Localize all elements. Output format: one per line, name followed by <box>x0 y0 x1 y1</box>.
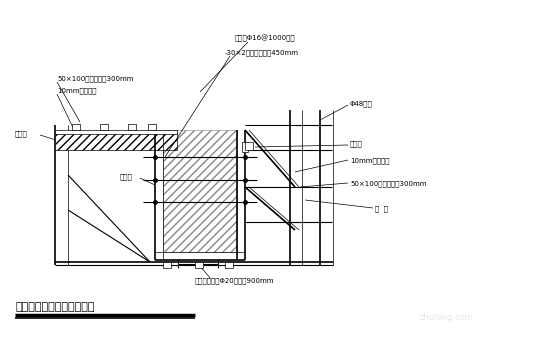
Bar <box>225 262 233 268</box>
Bar <box>242 142 248 152</box>
Bar <box>163 262 171 268</box>
Text: 10mm厚复合板: 10mm厚复合板 <box>350 157 390 163</box>
Text: zhulong.com: zhulong.com <box>420 313 474 322</box>
Text: 阴角模: 阴角模 <box>350 140 363 147</box>
Text: 10mm厚复合板: 10mm厚复合板 <box>57 87 96 93</box>
Bar <box>128 124 136 130</box>
Bar <box>55 132 177 150</box>
Bar <box>195 262 203 268</box>
Bar <box>148 124 156 130</box>
Text: 梁内撑Φ16@1000钢筋: 梁内撑Φ16@1000钢筋 <box>235 34 296 42</box>
Bar <box>100 124 108 130</box>
Text: Φ48钢管: Φ48钢管 <box>350 100 373 107</box>
Text: 50×100木枋，间距300mm: 50×100木枋，间距300mm <box>57 75 133 82</box>
Bar <box>72 124 80 130</box>
Bar <box>55 130 177 134</box>
Text: 现浇板: 现浇板 <box>15 130 28 136</box>
Bar <box>245 142 253 150</box>
Text: 框架梁、现浇板模板支撑图: 框架梁、现浇板模板支撑图 <box>15 302 95 312</box>
Bar <box>163 130 237 252</box>
Text: -30×2对拉扁铁间距450mm: -30×2对拉扁铁间距450mm <box>225 49 299 56</box>
Text: 斜  撑: 斜 撑 <box>375 205 388 212</box>
Text: 框架梁: 框架梁 <box>120 173 133 180</box>
Text: 50×100木枋，间距300mm: 50×100木枋，间距300mm <box>350 180 427 187</box>
Text: 钢筋焊接支架Φ20，间距900mm: 钢筋焊接支架Φ20，间距900mm <box>195 277 274 284</box>
